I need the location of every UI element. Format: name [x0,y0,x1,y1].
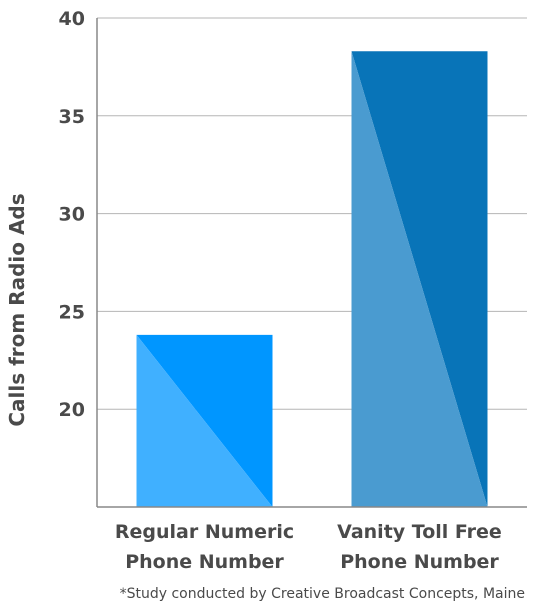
y-tick-label-30: 30 [59,204,85,226]
x-category-label-0-line-1: Phone Number [125,551,284,573]
bar-0-light-part [136,334,273,507]
x-category-label-0-line-0: Regular Numeric [115,521,294,543]
y-tick-label-25: 25 [59,301,85,323]
y-tick-label-40: 40 [59,8,85,30]
x-category-labels: Regular Numeric Phone Number Vanity Toll F… [115,521,502,573]
bars [136,51,488,507]
x-category-label-1-line-1: Phone Number [340,551,499,573]
footnote: *Study conducted by Creative Broadcast C… [120,586,525,602]
bar-1 [351,51,488,507]
y-tick-label-20: 20 [59,399,85,421]
axes [96,18,527,508]
bar-0 [136,334,273,507]
bar-1-light-part [351,51,488,507]
y-axis-title: Calls from Radio Ads [5,193,29,426]
x-category-label-1-line-0: Vanity Toll Free [337,521,502,543]
y-tick-label-35: 35 [59,106,85,128]
y-tick-labels: 20 25 30 35 40 [59,8,85,421]
